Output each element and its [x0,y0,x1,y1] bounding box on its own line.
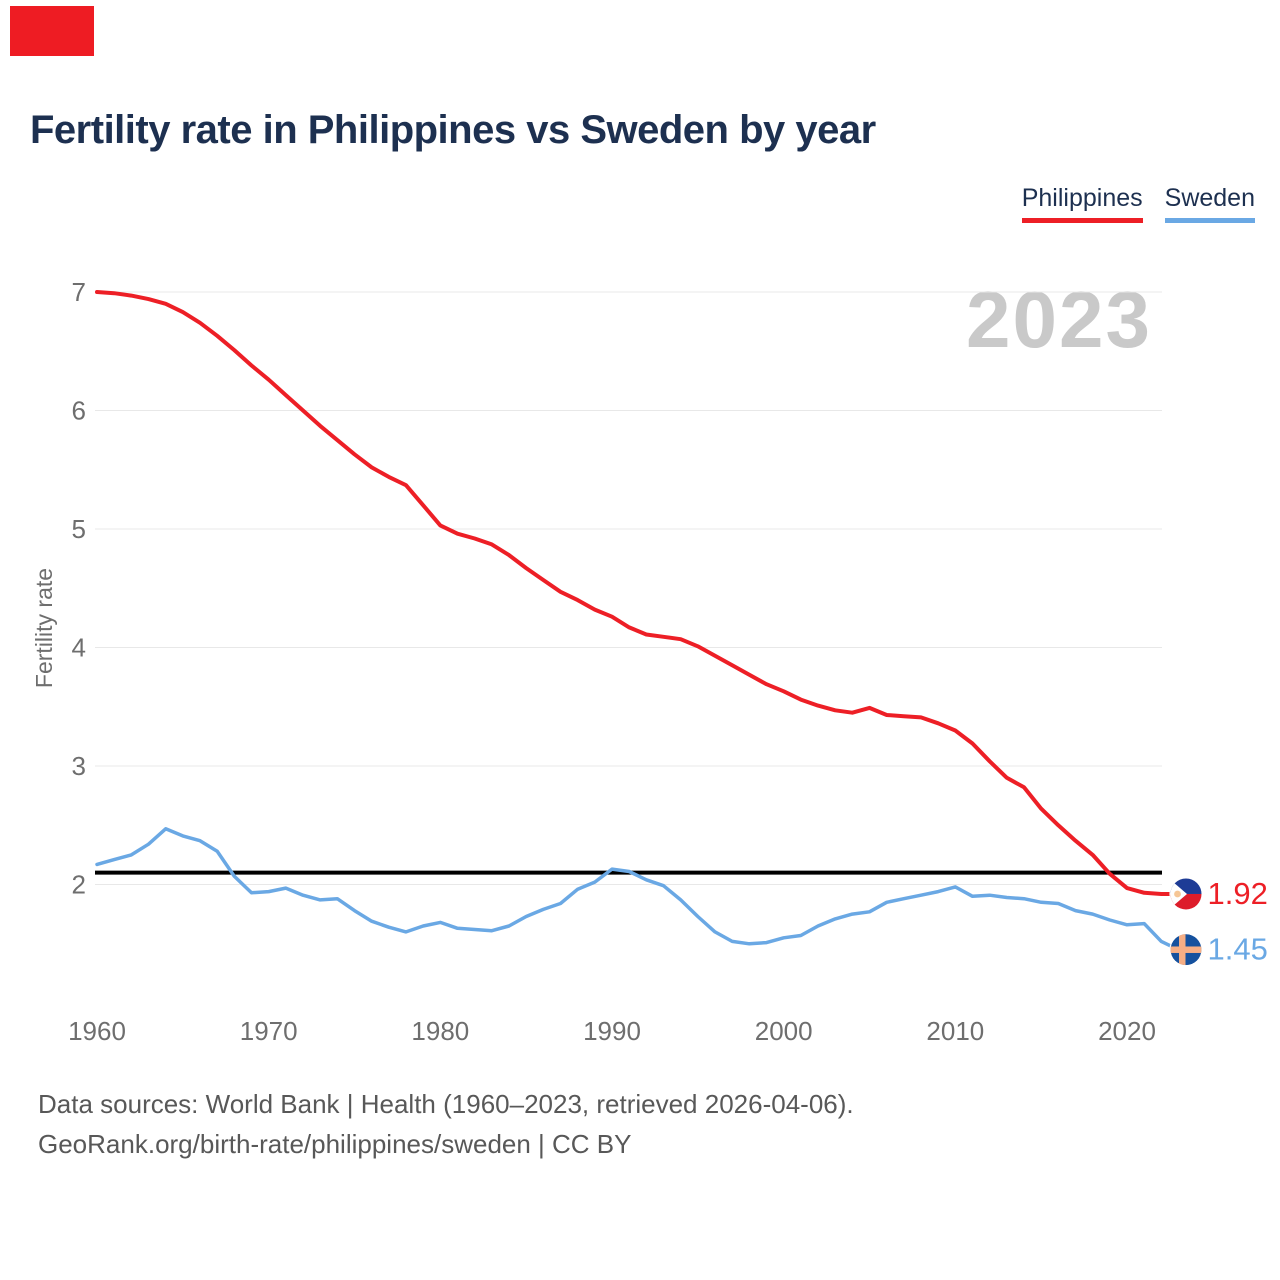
x-tick-label: 1990 [583,1016,641,1046]
x-tick-label: 1970 [240,1016,298,1046]
gridlines [95,291,1162,885]
red-rectangle-overlay [10,6,94,56]
chart-title: Fertility rate in Philippines vs Sweden … [30,108,876,152]
legend-label-philippines: Philippines [1021,184,1143,212]
y-tick-label: 6 [72,396,86,426]
axis-tick-labels: 2 3 4 5 6 7 1960 1970 1980 1990 2000 2010 2020 [68,277,1156,1046]
x-tick-label: 2020 [1098,1016,1156,1046]
y-tick-label: 3 [72,751,86,781]
x-tick-label: 1960 [68,1016,126,1046]
sweden-end-value-label: 1.45 [1208,932,1268,967]
legend-label-sweden: Sweden [1164,184,1255,212]
y-tick-label: 4 [72,633,86,663]
series-line-philippines [95,290,1181,896]
x-tick-label: 2000 [755,1016,813,1046]
legend: Philippines Sweden [1021,184,1255,223]
sweden-flag-icon [1169,933,1203,967]
x-tick-label: 2010 [926,1016,984,1046]
legend-item-sweden[interactable]: Sweden [1164,184,1255,223]
philippines-end-value-label: 1.92 [1208,876,1268,911]
series-lines [95,290,1181,952]
series-line-sweden [95,827,1181,952]
y-axis-label: Fertility rate [31,568,57,688]
y-tick-label: 2 [72,870,86,900]
legend-item-philippines[interactable]: Philippines [1021,184,1143,223]
philippines-flag-icon [1169,877,1203,911]
y-tick-label: 5 [72,514,86,544]
watermark-year: 2023 [966,275,1152,364]
footer: Data sources: World Bank | Health (1960–… [38,1084,854,1164]
footer-data-sources: Data sources: World Bank | Health (1960–… [38,1089,854,1119]
x-tick-label: 1980 [411,1016,469,1046]
y-tick-label: 7 [72,277,86,307]
footer-attribution: GeoRank.org/birth-rate/philippines/swede… [38,1129,632,1159]
